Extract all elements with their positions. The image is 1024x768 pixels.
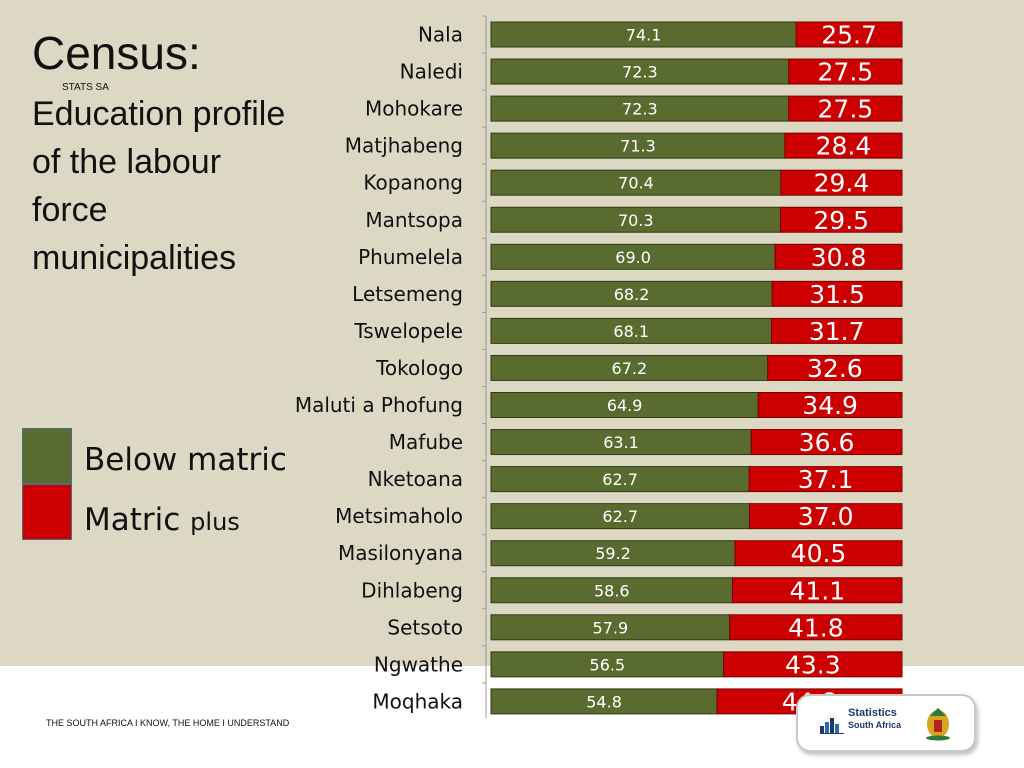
category-label: Metsimaholo <box>335 504 463 528</box>
data-label-below-matric: 62.7 <box>602 470 638 489</box>
data-label-below-matric: 67.2 <box>612 359 648 378</box>
data-label-matric-plus: 27.5 <box>818 95 874 124</box>
bar-graph-icon <box>820 716 844 734</box>
data-label-matric-plus: 28.4 <box>816 132 872 161</box>
data-label-matric-plus: 36.6 <box>799 428 855 457</box>
category-label: Mantsopa <box>365 208 463 232</box>
data-label-below-matric: 68.1 <box>613 322 649 341</box>
category-label: Mohokare <box>365 97 463 121</box>
data-label-matric-plus: 34.9 <box>802 391 858 420</box>
data-label-below-matric: 72.3 <box>622 63 658 82</box>
data-label-below-matric: 59.2 <box>595 544 631 563</box>
data-label-below-matric: 54.8 <box>586 692 622 711</box>
category-label: Mafube <box>389 430 463 454</box>
data-label-below-matric: 64.9 <box>607 396 643 415</box>
data-label-below-matric: 70.4 <box>618 174 654 193</box>
category-label: Phumelela <box>358 245 463 269</box>
data-label-below-matric: 58.6 <box>594 581 630 600</box>
logo-text-line2: South Africa <box>848 720 901 730</box>
data-label-below-matric: 69.0 <box>615 248 651 267</box>
category-label: Tokologo <box>375 356 463 380</box>
data-label-below-matric: 57.9 <box>593 618 629 637</box>
stacked-bar-chart: Nala 74.1 25.7 Naledi 72.3 27.5 Mohokare 72.3 27… <box>0 0 1024 768</box>
category-label: Dihlabeng <box>361 578 463 602</box>
data-label-matric-plus: 41.1 <box>789 576 845 605</box>
data-label-matric-plus: 30.8 <box>811 243 867 272</box>
data-label-below-matric: 72.3 <box>622 100 658 119</box>
data-label-matric-plus: 31.7 <box>809 317 865 346</box>
category-label: Tswelopele <box>353 319 463 343</box>
coat-of-arms-icon <box>918 702 958 742</box>
data-label-matric-plus: 37.1 <box>798 465 854 494</box>
category-label: Masilonyana <box>338 541 463 565</box>
data-label-below-matric: 56.5 <box>590 655 626 674</box>
stats-sa-logo: Statistics South Africa <box>796 694 976 752</box>
data-label-matric-plus: 31.5 <box>809 280 865 309</box>
data-label-matric-plus: 25.7 <box>821 21 877 50</box>
data-label-below-matric: 63.1 <box>603 433 639 452</box>
data-label-matric-plus: 40.5 <box>791 539 847 568</box>
data-label-matric-plus: 29.4 <box>814 169 870 198</box>
data-label-matric-plus: 41.8 <box>788 613 844 642</box>
data-label-below-matric: 71.3 <box>620 137 656 156</box>
category-label: Nketoana <box>368 467 463 491</box>
category-label: Nala <box>418 23 463 47</box>
data-label-matric-plus: 32.6 <box>807 354 863 383</box>
data-label-below-matric: 68.2 <box>614 285 650 304</box>
data-label-matric-plus: 43.3 <box>785 650 841 679</box>
footer-tagline: THE SOUTH AFRICA I KNOW, THE HOME I UNDE… <box>46 718 289 728</box>
data-label-matric-plus: 27.5 <box>818 58 874 87</box>
category-label: Kopanong <box>363 171 463 195</box>
category-label: Matjhabeng <box>345 134 463 158</box>
category-label: Ngwathe <box>374 652 463 676</box>
category-label: Moqhaka <box>372 689 463 713</box>
category-label: Setsoto <box>387 615 463 639</box>
category-label: Naledi <box>400 60 463 84</box>
data-label-matric-plus: 29.5 <box>813 206 869 235</box>
logo-text-line1: Statistics <box>848 708 897 719</box>
data-label-matric-plus: 37.0 <box>798 502 854 531</box>
data-label-below-matric: 74.1 <box>626 26 662 45</box>
category-label: Letsemeng <box>352 282 463 306</box>
category-label: Maluti a Phofung <box>295 393 463 417</box>
data-label-below-matric: 62.7 <box>602 507 638 526</box>
data-label-below-matric: 70.3 <box>618 211 654 230</box>
